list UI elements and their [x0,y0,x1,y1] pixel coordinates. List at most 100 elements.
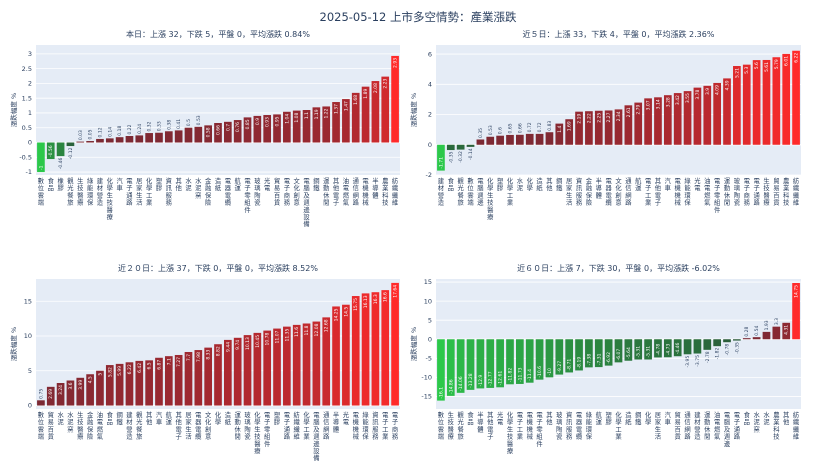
bar-value-label: 2.34 [616,111,622,121]
x-tick-label: 電子工業 [382,411,389,441]
bar-value-label: 6.22 [794,53,800,63]
bar [624,105,633,145]
bar-value-label: 0.72 [537,122,543,132]
bar [476,139,485,145]
bar-value-label: -11.82 [507,368,513,383]
x-tick-label: 居家生活 [185,411,192,441]
bar-value-label: 2.61 [626,107,632,117]
x-tick-label: 數位雲端 [438,410,445,441]
x-tick-label: 電器電纜 [605,177,612,207]
bar-value-label: 0.66 [517,123,523,133]
bar-value-label: -14.86 [448,379,454,394]
x-tick-label: 化學 [527,176,534,192]
x-tick-label: 電子零組件 [244,177,251,214]
y-tick-label: 10 [424,297,432,305]
bar-value-label: 11.6 [294,327,300,337]
bar [486,136,495,145]
x-tick-label: 生技醫療 [763,176,770,207]
bar-value-label: -1 [38,165,44,170]
x-tick-label: 生技醫療 [77,176,84,207]
bar [437,339,445,401]
bar-value-label: 3.14 [655,99,661,109]
x-tick-label: 化學工業 [615,410,622,441]
bar [545,339,554,378]
x-tick-label: 金融保險 [205,176,212,207]
bar-value-label: 0.24 [137,124,143,134]
bar [145,360,153,406]
bar-value-label: 1.19 [314,109,320,119]
x-tick-label: 玻璃陶瓷 [556,410,563,441]
bar-value-label: 3.28 [665,97,671,107]
bar [46,142,55,160]
bar-value-label: 1.68 [353,95,359,105]
y-tick-label: 0 [428,141,432,149]
bar-value-label: 5.3 [744,67,750,74]
bar-value-label: 5.21 [734,68,740,78]
x-tick-label: 生技醫療 [448,410,455,441]
x-tick-label: 運動休閒 [704,410,711,441]
bar-value-label: 0.75 [38,389,44,399]
x-tick-label: 金融保險 [586,176,593,207]
bar [565,119,574,145]
bar [752,337,761,340]
bar-value-label: 10.45 [255,335,261,348]
bar [723,339,731,343]
bar-value-label: -12.61 [498,371,504,386]
x-tick-label: 文化創意 [294,176,301,207]
bar-value-label: 0.38 [166,120,172,130]
x-tick-label: 綠能環保 [362,410,369,441]
bar-value-label: 7.27 [176,357,182,367]
bar-value-label: 4.31 [784,325,790,335]
bar-value-label: -0.35 [734,342,740,354]
x-tick-label: 居家生活 [136,177,143,207]
bar-value-label: 2.22 [586,113,592,123]
bar-value-label: 3.55 [685,93,691,103]
bar-value-label: 0.41 [176,119,182,129]
bar-value-label: 14.25 [334,308,340,321]
bar [762,331,771,340]
x-tick-label: 食品 [48,176,55,192]
bar-value-label: 4.39 [725,80,731,90]
x-tick-label: 電機機械 [527,411,534,441]
bar [263,330,272,406]
x-tick-label: 觀光餐旅 [136,410,143,441]
bar [135,135,144,143]
bar [371,292,380,406]
bar-value-label: 0.54 [754,326,760,336]
x-tick-label: 通信網路 [353,176,360,207]
y-axis-label: 漲跌幅度 % [409,93,418,127]
y-tick-label: 2 [28,80,32,88]
bar [644,339,652,360]
bar [693,339,702,354]
bar [792,283,800,340]
bar [663,339,672,358]
bar [555,123,564,145]
bar [752,60,761,145]
bar-value-label: -4.78 [655,344,661,356]
bar [155,132,163,143]
bar-value-label: -2.78 [705,351,711,363]
chart-5day: 近５日：上漲 33，下跌 4，平盤 0，平均漲跌 2.36% -2 0 2 4 6 漲跌幅度… [409,29,801,221]
y-tick-label: 0 [428,335,432,343]
bar-value-label: 0.9 [255,118,261,125]
bar-value-label: 15.75 [353,298,359,311]
bar-value-label: -4.73 [665,343,671,355]
bar-value-label: -0.14 [468,148,474,160]
bar-value-label: -8.71 [567,359,573,371]
bar-value-label: -13.28 [468,373,474,388]
x-tick-label: 其他 [546,411,553,426]
y-tick-label: 1 [28,109,32,117]
bar-value-label: -6.92 [606,352,612,364]
chart-20day: 近２０日：上漲 37，下跌 0，平盤 0，平均漲跌 8.52% 0 5 10 15 漲跌幅… [9,263,400,462]
bar-value-label: -11.4 [527,369,533,381]
bar-value-label: 0.66 [216,125,222,135]
x-tick-label: 電腦及週邊設備 [313,411,320,462]
bar [437,144,445,171]
y-tick-label: 15 [24,297,32,305]
bar [292,110,301,143]
x-tick-label: 電子零組件 [536,411,543,448]
bar-value-label: -4.46 [675,342,681,354]
x-tick-label: 油電燃氣 [704,176,711,207]
bar-value-label: -6.07 [616,349,622,361]
y-axis-label: 漲跌幅度 % [9,93,18,127]
